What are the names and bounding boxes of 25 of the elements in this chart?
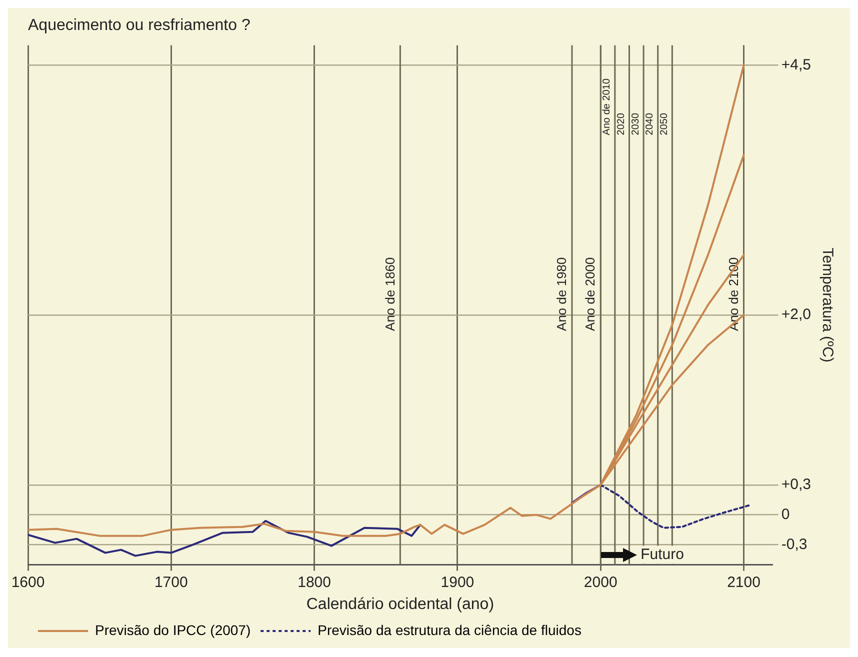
x-axis-title: Calendário ocidental (ano) (306, 596, 494, 613)
x-tick-label: 1800 (298, 574, 331, 591)
ref-line-label: 2050 (658, 112, 670, 136)
ref-line-label: 2040 (644, 112, 656, 136)
ref-line-label: Ano de 1860 (382, 257, 398, 331)
ref-line-label: Ano de 2010 (602, 78, 613, 136)
chart-title: Aquecimento ou resfriamento ? (28, 17, 250, 34)
y-tick-label: +2,0 (781, 306, 812, 324)
y-tick-label: +4,5 (781, 56, 812, 74)
y-tick-label: 0 (781, 506, 790, 523)
x-tick-label: 1600 (11, 574, 45, 591)
x-tick-label: 2000 (584, 574, 618, 591)
ref-line-label: Ano de 1980 (554, 257, 570, 331)
ref-line-label: 2020 (616, 112, 627, 136)
legend-label: Previsão da estrutura da ciência de fluidos (318, 622, 582, 638)
x-tick-label: 1700 (154, 574, 188, 591)
x-tick-label: 2100 (727, 574, 760, 591)
ref-line-label: 2030 (630, 112, 642, 136)
legend-label: Previsão do IPCC (2007) (95, 622, 251, 638)
annotation: Futuro (640, 546, 684, 563)
y-axis-title: Temperatura (ºC) (818, 248, 836, 362)
y-tick-label: +0,3 (781, 476, 812, 493)
y-tick-label: -0,3 (781, 536, 808, 553)
ref-line-label: Ano de 2000 (582, 257, 598, 331)
x-tick-label: 1900 (440, 574, 474, 591)
